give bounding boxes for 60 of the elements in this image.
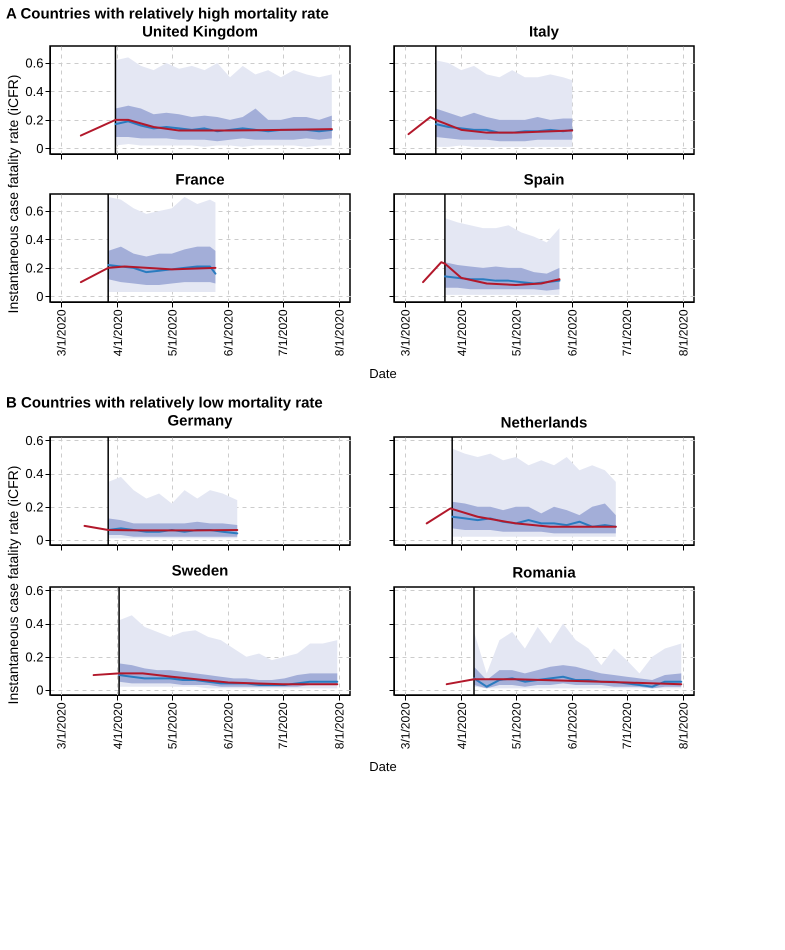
y-tick-label: 0 (36, 682, 44, 698)
y-tick-label: 0.6 (25, 56, 44, 71)
line-series (118, 674, 338, 686)
x-axis-title: Date (369, 759, 397, 774)
x-tick-label: 7/1/2020 (276, 309, 290, 356)
x-tick-label: 8/1/2020 (332, 702, 347, 750)
x-tick-label: 5/1/2020 (509, 702, 524, 750)
chart-title: Spain (524, 171, 564, 188)
line-series (92, 672, 338, 686)
chart-title: Germany (167, 412, 234, 430)
x-tick-label: 3/1/2020 (398, 309, 412, 356)
x-tick-label: 8/1/2020 (332, 309, 347, 356)
line-series (114, 120, 333, 132)
y-axis-title: Instantaneous case fatality rate (iCFR) (5, 74, 21, 314)
y-tick-label: 0.6 (25, 432, 44, 448)
x-tick-label: 8/1/2020 (676, 309, 691, 356)
y-tick-label: 0 (36, 532, 44, 548)
line-series (107, 264, 216, 275)
line-series (80, 118, 333, 137)
x-tick-label: 4/1/2020 (454, 309, 469, 356)
x-tick-label: 4/1/2020 (110, 309, 125, 356)
y-tick-label: 0.2 (25, 112, 44, 128)
y-axis-title: Instantaneous case fatality rate (iCFR) (5, 466, 21, 704)
x-tick-label: 6/1/2020 (566, 702, 580, 750)
y-tick-label: 0.6 (25, 204, 44, 219)
x-tick-label: 4/1/2020 (110, 702, 125, 750)
x-tick-label: 3/1/2020 (398, 702, 412, 750)
y-tick-label: 0.2 (25, 260, 44, 276)
y-tick-label: 0.6 (25, 582, 44, 598)
x-tick-label: 8/1/2020 (676, 702, 691, 750)
chart-title: Netherlands (500, 414, 588, 432)
x-tick-label: 7/1/2020 (620, 309, 634, 356)
x-tick-label: 6/1/2020 (222, 702, 236, 750)
x-tick-label: 6/1/2020 (566, 309, 580, 356)
y-tick-label: 0.4 (25, 616, 44, 632)
y-tick-label: 0.2 (25, 649, 44, 664)
x-tick-label: 4/1/2020 (454, 702, 469, 750)
x-axis-title: Date (369, 366, 397, 381)
y-tick-label: 0.4 (25, 466, 44, 482)
x-tick-label: 5/1/2020 (165, 702, 180, 750)
x-tick-label: 7/1/2020 (276, 702, 290, 750)
y-tick-label: 0 (36, 140, 44, 156)
x-tick-label: 6/1/2020 (222, 309, 236, 356)
chart-title: United Kingdom (142, 23, 258, 40)
x-tick-label: 5/1/2020 (509, 309, 524, 356)
line-series (80, 265, 216, 284)
chart-title: France (175, 171, 225, 188)
chart-title: Italy (528, 23, 560, 40)
chart-title: Romania (512, 564, 576, 582)
chart-title: Sweden (172, 562, 228, 580)
y-tick-label: 0 (36, 288, 44, 304)
x-tick-label: 3/1/2020 (54, 309, 68, 356)
y-tick-label: 0.2 (25, 499, 44, 514)
text: B Countries with relatively low mortality rate (6, 394, 323, 412)
y-tick-label: 0.4 (25, 232, 44, 247)
y-tick-label: 0.4 (25, 84, 44, 99)
x-tick-label: 3/1/2020 (54, 702, 68, 750)
x-tick-label: 7/1/2020 (620, 702, 634, 750)
text: A Countries with relatively high mortality rate (6, 6, 329, 22)
x-tick-label: 5/1/2020 (165, 309, 180, 356)
